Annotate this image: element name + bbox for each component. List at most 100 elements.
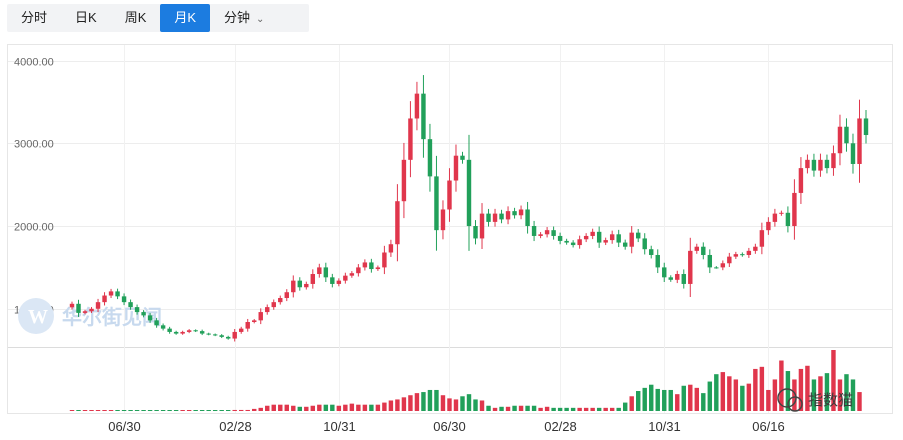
- volume-bar: [453, 399, 459, 411]
- candle: [616, 229, 621, 248]
- candle-body: [720, 263, 726, 268]
- volume-bar: [375, 404, 381, 411]
- volume-bar: [740, 385, 745, 411]
- candle-body: [108, 291, 114, 296]
- volume-bar: [831, 350, 836, 411]
- candle: [173, 330, 179, 335]
- candle: [772, 208, 778, 227]
- candle: [121, 293, 127, 306]
- tab-daily[interactable]: 日K: [61, 4, 111, 32]
- volume-bar: [134, 410, 140, 411]
- brand-watermark-logo: [18, 298, 54, 334]
- tab-weekly[interactable]: 周K: [111, 4, 161, 32]
- volume-bar: [714, 374, 719, 411]
- y-tick-label: 3000.00: [14, 139, 54, 151]
- candle-body: [831, 153, 836, 169]
- candle-body: [759, 230, 765, 247]
- candle: [688, 237, 693, 298]
- candle: [655, 249, 660, 274]
- candle: [388, 239, 394, 257]
- candle-body: [694, 246, 699, 251]
- candle-body: [232, 331, 237, 339]
- volume-bar: [408, 395, 413, 411]
- candle: [824, 154, 830, 174]
- volume-bar: [108, 410, 114, 411]
- candle: [134, 304, 140, 315]
- candle-body: [629, 232, 634, 247]
- candle: [746, 247, 752, 258]
- candle-body: [421, 93, 426, 140]
- volume-bar: [779, 360, 784, 411]
- volume-bar: [434, 389, 439, 411]
- wechat-icon: [777, 388, 797, 408]
- tab-minute-dropdown[interactable]: 分钟 ⌄: [210, 4, 278, 32]
- candle: [115, 288, 120, 300]
- candle-body: [225, 336, 231, 339]
- candle-body: [239, 328, 244, 332]
- tab-label: 分钟: [224, 10, 251, 25]
- candle: [304, 281, 309, 290]
- candle-body: [180, 331, 185, 334]
- candle-body: [818, 159, 823, 171]
- candle-body: [557, 235, 563, 241]
- candle-body: [330, 277, 335, 284]
- candle-body: [440, 209, 446, 231]
- candle: [701, 242, 706, 260]
- volume-bar: [349, 403, 355, 411]
- candle: [89, 307, 94, 313]
- volume-bar: [681, 385, 686, 411]
- candle: [766, 217, 771, 235]
- volume-bar: [82, 410, 88, 411]
- candle-body: [343, 275, 348, 281]
- candle: [720, 260, 726, 271]
- candle: [186, 329, 192, 334]
- candle-body: [492, 213, 498, 222]
- candle-body: [662, 267, 667, 278]
- candle-body: [121, 296, 127, 303]
- candle: [759, 222, 765, 255]
- candle-body: [193, 330, 198, 332]
- candle: [141, 310, 146, 318]
- chevron-down-icon: ⌄: [256, 14, 265, 25]
- volume-bar: [115, 410, 120, 411]
- x-tick-label: 02/28: [544, 419, 577, 434]
- candle-body: [369, 262, 374, 270]
- candle-body: [388, 244, 394, 253]
- volume-bar: [473, 399, 478, 411]
- candle-body: [147, 315, 153, 321]
- candle: [622, 239, 628, 250]
- volume-bar: [824, 373, 830, 411]
- candle: [108, 288, 114, 299]
- candle: [343, 272, 348, 284]
- candle-body: [76, 303, 81, 313]
- volume-bar: [727, 376, 732, 411]
- candle: [499, 209, 504, 224]
- candle-body: [115, 291, 120, 297]
- account-watermark: 指数猫: [777, 388, 853, 412]
- candle: [727, 252, 732, 267]
- candle-body: [805, 159, 810, 169]
- volume-bar: [356, 404, 361, 411]
- candle: [206, 332, 211, 336]
- candle-body: [746, 250, 752, 255]
- volume-bar: [688, 384, 693, 411]
- candle-body: [401, 159, 407, 202]
- candle-body: [291, 280, 296, 293]
- candle: [486, 208, 491, 227]
- candle: [102, 292, 107, 306]
- candle: [434, 155, 439, 251]
- volume-bar: [239, 409, 244, 411]
- candle-body: [772, 213, 778, 222]
- candle: [649, 245, 654, 259]
- tab-monthly[interactable]: 月K: [160, 4, 211, 32]
- tab-intraday[interactable]: 分时: [7, 4, 61, 32]
- volume-bar: [557, 407, 563, 411]
- chart-frame: [7, 44, 893, 414]
- candle: [740, 252, 745, 257]
- volume-bar: [518, 405, 524, 411]
- candle-body: [284, 292, 289, 299]
- candle-body: [382, 252, 387, 268]
- volume-bar: [772, 379, 778, 411]
- candle: [375, 265, 381, 271]
- volume-bar: [343, 404, 348, 411]
